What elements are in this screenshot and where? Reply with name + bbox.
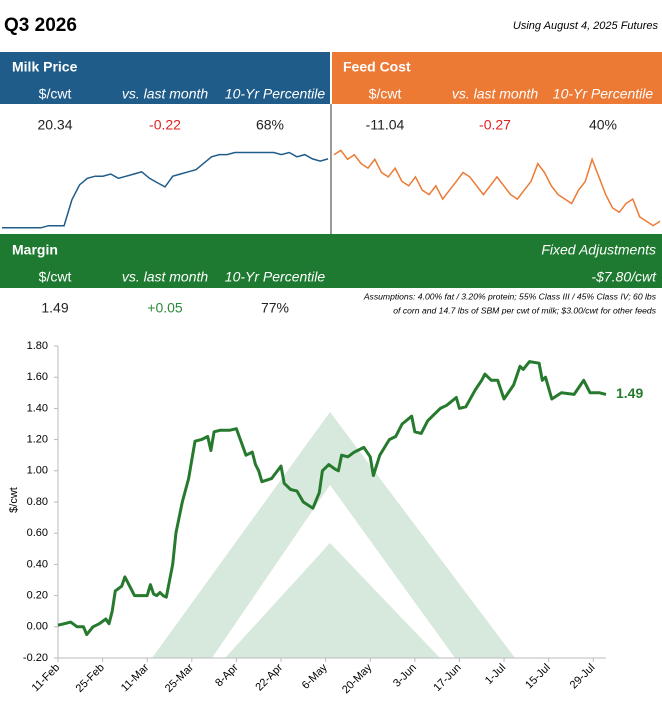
panel-title: Milk Price bbox=[12, 59, 78, 75]
title: Q3 2026 bbox=[4, 15, 77, 36]
assumptions: of corn and 14.7 lbs of SBM per cwt of m… bbox=[393, 305, 656, 315]
value: 40% bbox=[589, 117, 617, 133]
value: -11.04 bbox=[366, 117, 405, 133]
x-tick-label: 20-May bbox=[340, 661, 375, 696]
x-tick-label: 1-Jul bbox=[483, 662, 508, 687]
sparkline bbox=[2, 151, 329, 229]
feed-header bbox=[332, 52, 662, 104]
col-head: $/cwt bbox=[39, 269, 72, 285]
x-tick-label: 15-Jul bbox=[523, 662, 553, 692]
col-head: vs. last month bbox=[122, 269, 209, 285]
assumptions: Assumptions: 4.00% fat / 3.20% protein; … bbox=[363, 291, 657, 301]
x-tick-label: 22-Apr bbox=[253, 661, 285, 693]
margin-header bbox=[0, 234, 662, 288]
value: 1.49 bbox=[41, 300, 68, 316]
col-head: $/cwt bbox=[369, 86, 402, 102]
y-tick-label: 0.80 bbox=[27, 496, 48, 508]
y-tick-label: 0.40 bbox=[27, 558, 48, 570]
y-tick-label: -0.20 bbox=[23, 652, 48, 664]
y-tick-label: 1.40 bbox=[27, 402, 48, 414]
milk-header bbox=[0, 52, 330, 104]
chevron bbox=[225, 543, 440, 658]
col-head: 10-Yr Percentile bbox=[553, 86, 654, 102]
adjustments-title: Fixed Adjustments bbox=[541, 242, 656, 258]
y-tick-label: 0.20 bbox=[27, 590, 48, 602]
x-tick-label: 17-Jun bbox=[431, 662, 463, 694]
panel-title: Margin bbox=[12, 242, 58, 258]
value: -0.22 bbox=[149, 117, 181, 133]
col-head: vs. last month bbox=[452, 86, 539, 102]
x-tick-label: 11-Mar bbox=[119, 661, 152, 694]
y-tick-label: 1.80 bbox=[27, 340, 48, 352]
y-tick-label: 1.20 bbox=[27, 434, 48, 446]
value: -0.27 bbox=[479, 117, 511, 133]
value: 68% bbox=[256, 117, 284, 133]
y-tick-label: 1.00 bbox=[27, 465, 48, 477]
y-tick-label: 0.00 bbox=[27, 621, 48, 633]
sparkline bbox=[333, 149, 661, 227]
end-label: 1.49 bbox=[616, 385, 643, 401]
y-axis-label: $/cwt bbox=[8, 487, 20, 513]
chevron bbox=[152, 412, 515, 658]
col-head: 10-Yr Percentile bbox=[225, 86, 326, 102]
value: +0.05 bbox=[147, 300, 183, 316]
watermark bbox=[152, 412, 515, 658]
x-tick-label: 6-May bbox=[300, 661, 330, 691]
y-tick-label: 0.60 bbox=[27, 527, 48, 539]
value: 20.34 bbox=[37, 117, 72, 133]
y-tick-label: 1.60 bbox=[27, 371, 48, 383]
x-tick-label: 25-Feb bbox=[74, 662, 107, 695]
x-tick-label: 11-Feb bbox=[30, 662, 63, 695]
line bbox=[57, 360, 607, 637]
col-head: 10-Yr Percentile bbox=[225, 269, 326, 285]
x-tick-label: 3-Jun bbox=[391, 662, 419, 690]
x-tick-label: 29-Jul bbox=[568, 662, 598, 692]
adjustments: -$7.80/cwt bbox=[591, 269, 657, 285]
x-tick-label: 25-Mar bbox=[163, 661, 196, 694]
x-tick-label: 8-Apr bbox=[213, 661, 241, 689]
value: 77% bbox=[261, 300, 289, 316]
panel-title: Feed Cost bbox=[343, 59, 411, 75]
col-head: vs. last month bbox=[122, 86, 209, 102]
subtitle: Using August 4, 2025 Futures bbox=[513, 20, 659, 32]
col-head: $/cwt bbox=[39, 86, 72, 102]
